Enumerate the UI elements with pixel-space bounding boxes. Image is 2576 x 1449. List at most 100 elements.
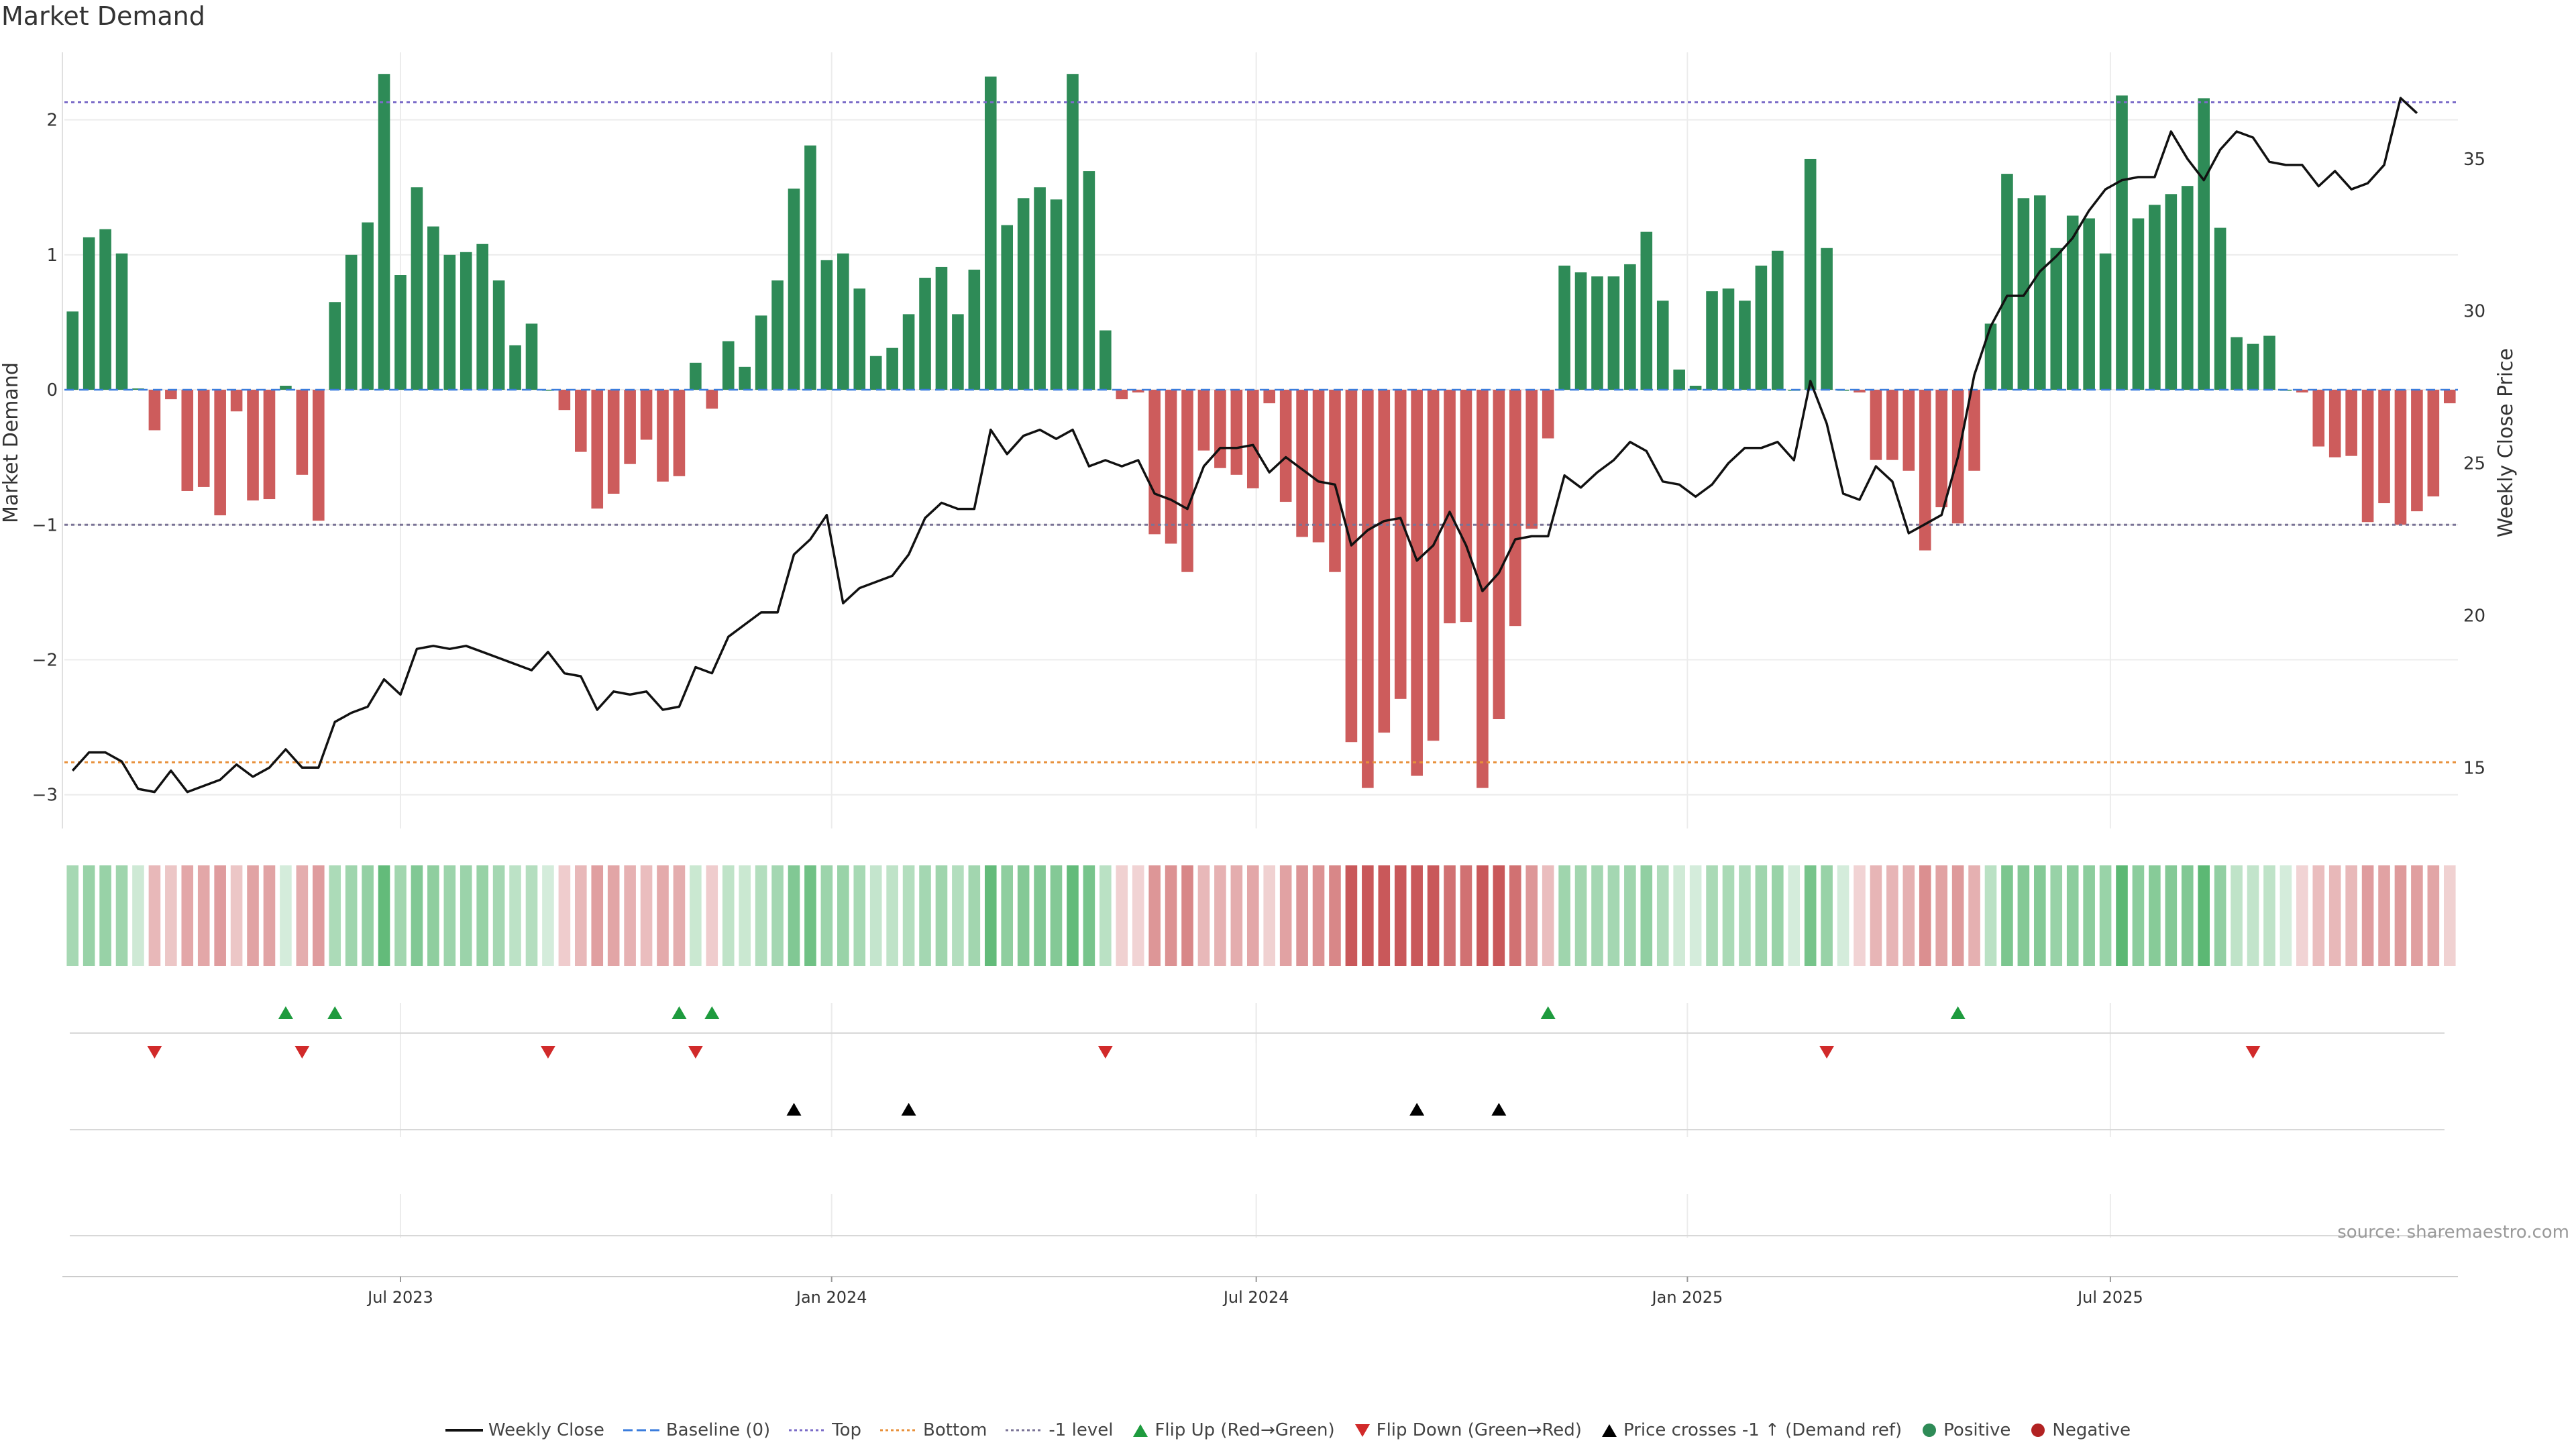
demand-bar <box>345 254 358 390</box>
demand-bar <box>1919 390 1931 551</box>
circle-icon <box>2031 1424 2045 1437</box>
demand-bar <box>165 390 177 400</box>
demand-bar <box>607 390 620 494</box>
intensity-cell <box>542 865 554 966</box>
solid-line-icon <box>445 1429 483 1432</box>
intensity-cell <box>1525 865 1538 966</box>
demand-bar <box>1197 390 1210 451</box>
demand-bar <box>1624 264 1636 390</box>
demand-bar <box>2116 95 2128 390</box>
intensity-cell <box>1919 865 1931 966</box>
intensity-cell <box>624 865 636 966</box>
intensity-cell <box>2279 865 2292 966</box>
weekly-close-line <box>71 97 2418 794</box>
intensity-cell <box>148 865 161 966</box>
demand-bar <box>296 390 309 475</box>
circle-icon <box>1923 1424 1937 1437</box>
demand-bar <box>1558 265 1570 390</box>
legend-label: Bottom <box>923 1419 987 1440</box>
intensity-cell <box>2328 865 2341 966</box>
demand-bar <box>1854 390 1866 393</box>
demand-bar <box>575 390 587 452</box>
intensity-cell <box>902 865 915 966</box>
intensity-cell <box>2198 865 2210 966</box>
intensity-cell <box>1591 865 1603 966</box>
demand-bar <box>525 323 538 390</box>
intensity-cell <box>575 865 587 966</box>
intensity-cell <box>1854 865 1866 966</box>
demand-bar <box>902 314 915 390</box>
intensity-cell <box>296 865 309 966</box>
y-right-tick-label: 15 <box>2463 758 2485 778</box>
intensity-cell <box>247 865 259 966</box>
intensity-cell <box>427 865 439 966</box>
demand-bar <box>1132 390 1144 393</box>
intensity-cell <box>99 865 111 966</box>
intensity-cell <box>2034 865 2046 966</box>
demand-bar <box>476 244 488 390</box>
demand-bar <box>1870 390 1882 460</box>
demand-bar <box>2443 390 2456 404</box>
demand-bar <box>1722 288 1735 390</box>
flip-down-marker <box>1819 1046 1835 1059</box>
demand-bars <box>66 74 2456 788</box>
demand-bar <box>2328 390 2341 458</box>
chart-legend: Weekly Close Baseline (0) Top Bottom -1 leve… <box>0 1419 2576 1440</box>
flip-up-marker <box>1540 1006 1556 1019</box>
intensity-cell <box>214 865 226 966</box>
intensity-cell <box>525 865 538 966</box>
intensity-cell <box>2099 865 2112 966</box>
intensity-cell <box>2394 865 2407 966</box>
demand-bar <box>460 252 472 390</box>
intensity-cell <box>1050 865 1063 966</box>
demand-bar <box>148 390 161 431</box>
demand-bar <box>1493 390 1505 720</box>
y-left-tick-label: 1 <box>46 246 58 266</box>
intensity-cell <box>591 865 604 966</box>
legend-item-flip_down: Flip Down (Green→Red) <box>1354 1420 1582 1440</box>
demand-bar <box>2214 227 2226 390</box>
demand-bar <box>952 314 964 390</box>
intensity-cell <box>706 865 718 966</box>
intensity-cell <box>1116 865 1128 966</box>
demand-bar <box>1001 225 1014 390</box>
demand-bar <box>837 253 849 390</box>
demand-bar <box>492 280 505 390</box>
legend-item-flip_up: Flip Up (Red→Green) <box>1132 1420 1335 1440</box>
demand-bar <box>2378 390 2390 504</box>
demand-bar <box>99 229 111 390</box>
demand-bar <box>1017 198 1030 390</box>
intensity-cell <box>2181 865 2194 966</box>
demand-bar <box>2050 248 2063 390</box>
demand-bar <box>1083 171 1095 390</box>
intensity-cell <box>1263 865 1276 966</box>
demand-bar <box>1427 390 1440 741</box>
intensity-cell <box>837 865 849 966</box>
intensity-cell <box>1230 865 1243 966</box>
intensity-cell <box>1739 865 1751 966</box>
demand-bar <box>657 390 669 482</box>
demand-bar <box>2247 343 2259 390</box>
demand-bar <box>853 288 866 390</box>
intensity-cell <box>1656 865 1669 966</box>
intensity-cell <box>2017 865 2030 966</box>
intensity-cell <box>2231 865 2243 966</box>
demand-bar <box>1116 390 1128 400</box>
intensity-cell <box>443 865 456 966</box>
demand-bar <box>1591 276 1603 390</box>
y-left-axis-title: Market Demand <box>0 362 23 523</box>
intensity-cell <box>657 865 669 966</box>
legend-label: Price crosses -1 ↑ (Demand ref) <box>1623 1419 1902 1440</box>
demand-bar <box>2345 390 2357 456</box>
intensity-cell <box>2345 865 2357 966</box>
intensity-cell <box>1886 865 1898 966</box>
demand-bar <box>1181 390 1193 572</box>
source-credit: source: sharemaestro.com <box>2337 1222 2569 1242</box>
intensity-cell <box>1394 865 1407 966</box>
intensity-cell <box>1640 865 1653 966</box>
demand-bar <box>2312 390 2325 447</box>
x-tick-label: Jul 2025 <box>2076 1288 2143 1307</box>
intensity-cell <box>1772 865 1784 966</box>
demand-bar <box>329 302 341 390</box>
